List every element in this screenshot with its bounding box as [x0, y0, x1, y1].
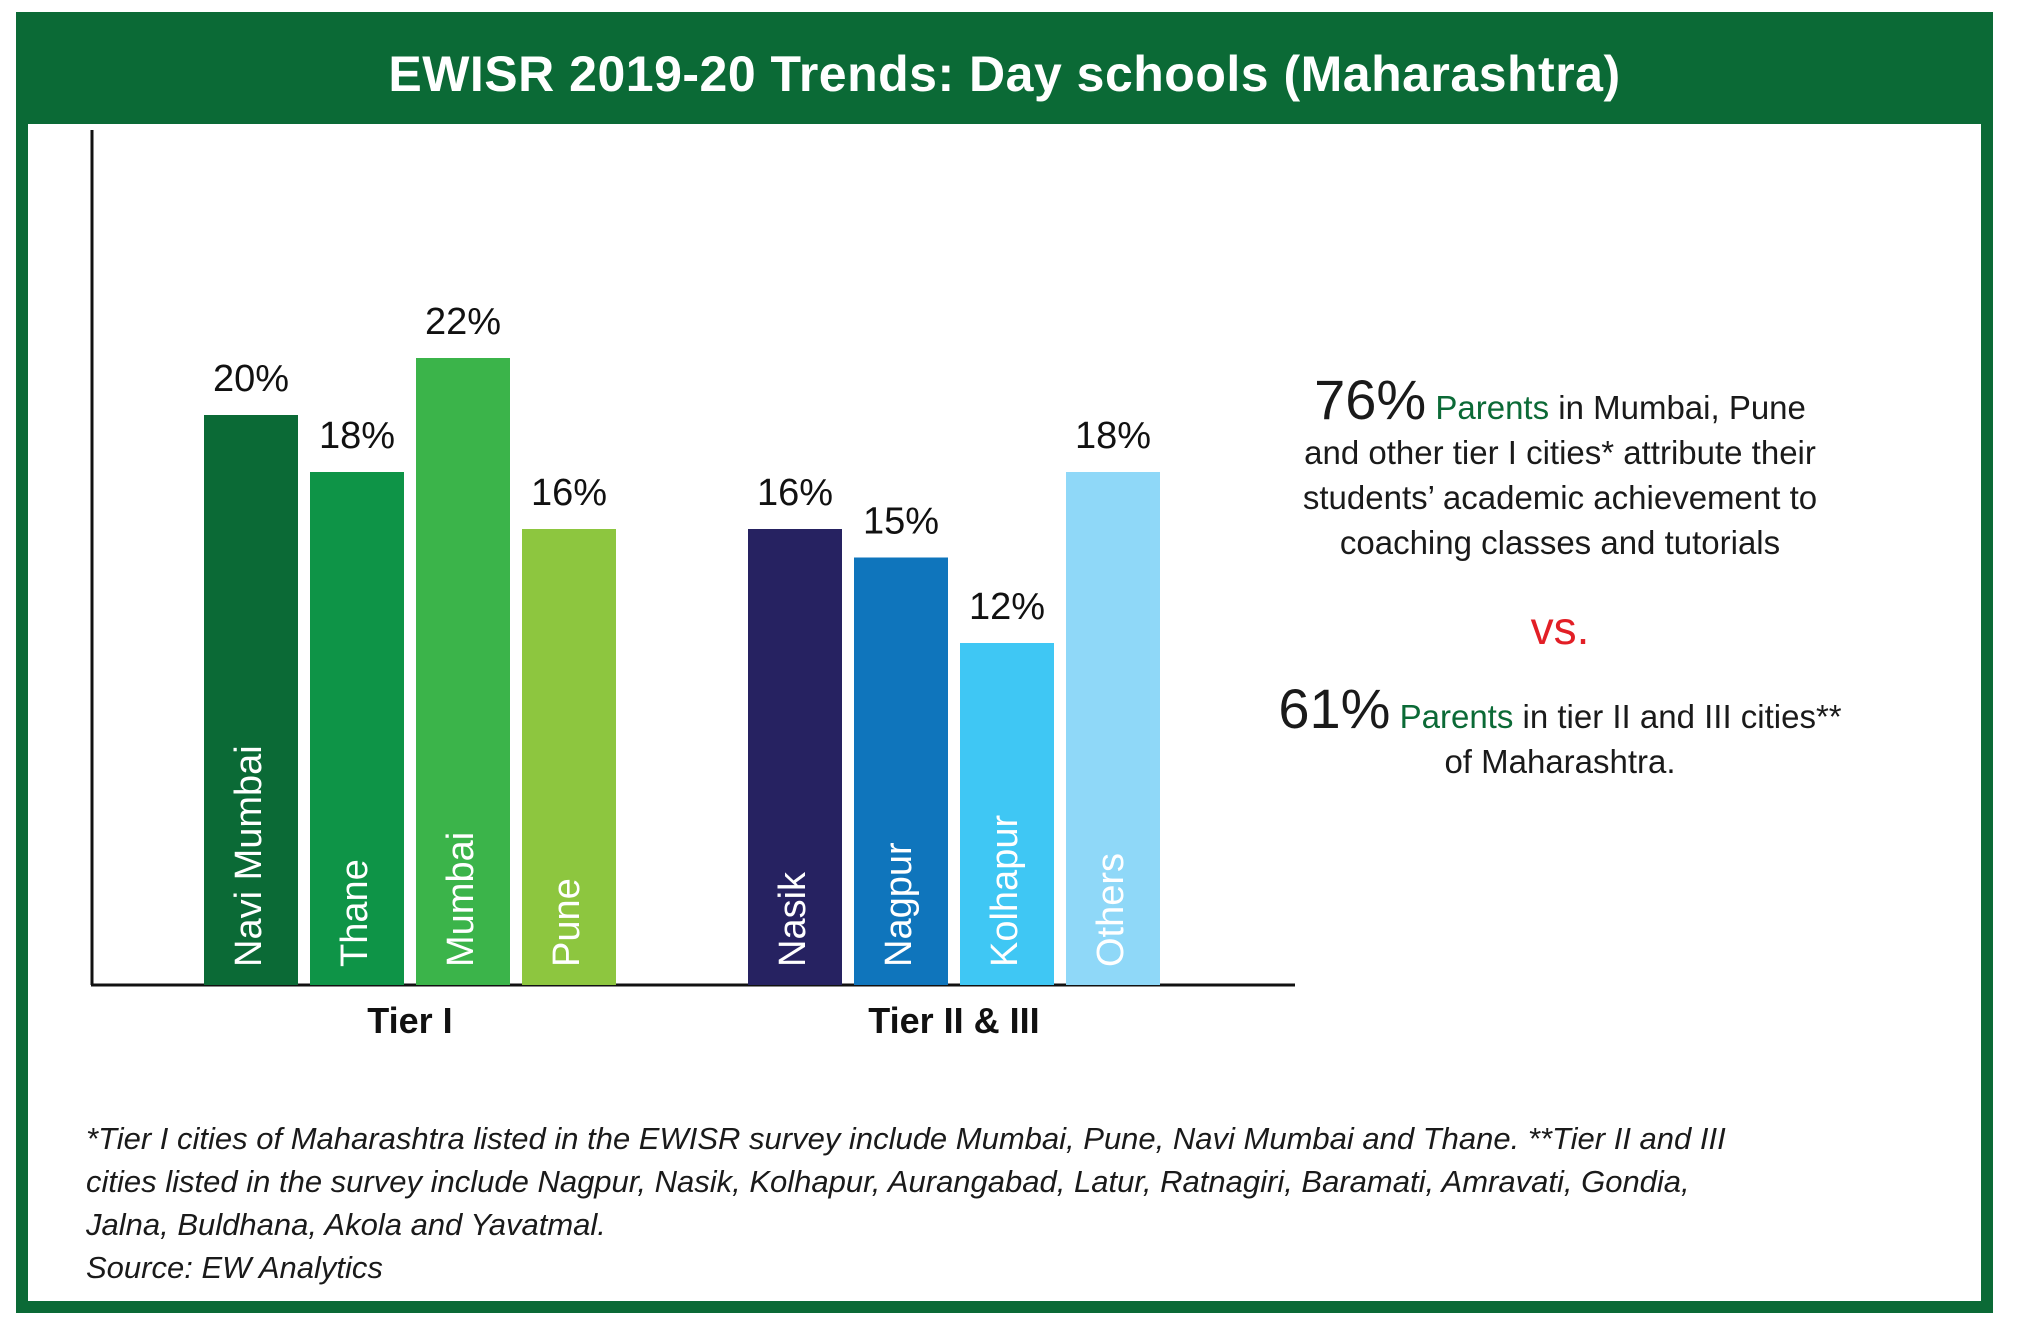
bar-category-label: Navi Mumbai: [228, 745, 270, 967]
data-label: 12%: [969, 586, 1045, 628]
tier1-text-line3: students’ academic achievement to: [1302, 479, 1818, 516]
bar-chart: 20% Navi Mumbai 18% Thane 22% Mumbai 16% Pune Ti…: [90, 130, 1295, 1041]
chart-title: EWISR 2019-20 Trends: Day schools (Mahar…: [388, 46, 1621, 102]
tier2-parents-word: Parents: [1399, 698, 1514, 735]
data-label: 16%: [531, 472, 607, 514]
data-label: 16%: [757, 472, 833, 514]
bar-nagpur: [854, 557, 948, 985]
bar-thane: [310, 472, 404, 985]
title-bar: EWISR 2019-20 Trends: Day schools (Mahar…: [28, 24, 1981, 124]
bar-category-label: Thane: [334, 859, 376, 967]
chart-labels: 20% Navi Mumbai 18% Thane 22% Mumbai 16% Pune Ti…: [213, 301, 1151, 1041]
bar-navi-mumbai: [204, 415, 298, 985]
chart-bars: [204, 358, 1160, 985]
bar-category-label: Nagpur: [878, 842, 920, 967]
tier2-text-line1: in tier II and III cities**: [1513, 698, 1842, 735]
tier1-text-line2: and other tier I cities* attribute their: [1304, 434, 1816, 471]
tier2-percent: 61%: [1278, 677, 1391, 740]
group-label: Tier I: [367, 1000, 452, 1041]
footnote-line: cities listed in the survey include Nagp…: [86, 1164, 1690, 1199]
bar-category-label: Nasik: [772, 871, 814, 967]
source-note: Source: EW Analytics: [86, 1250, 383, 1285]
bar-others: [1066, 472, 1160, 985]
bar-mumbai: [416, 358, 510, 985]
group-label: Tier II & III: [868, 1000, 1039, 1041]
tier1-statement: 76% Parents in Mumbai, Pune and other ti…: [1235, 372, 1885, 565]
footnote: *Tier I cities of Maharashtra listed in …: [86, 1117, 1966, 1289]
bar-category-label: Others: [1090, 853, 1132, 967]
tier1-parents-word: Parents: [1435, 389, 1550, 426]
tier1-text-line4: coaching classes and tutorials: [1339, 524, 1781, 561]
tier2-text-line2: of Maharashtra.: [1444, 743, 1676, 780]
bar-category-label: Mumbai: [440, 832, 482, 967]
footnote-line: *Tier I cities of Maharashtra listed in …: [86, 1121, 1726, 1156]
frame-border: EWISR 2019-20 Trends: Day schools (Mahar…: [16, 12, 1993, 1313]
tier1-percent: 76%: [1314, 368, 1427, 431]
footnote-line: Jalna, Buldhana, Akola and Yavatmal.: [86, 1207, 606, 1242]
data-label: 22%: [425, 301, 501, 343]
data-label: 15%: [863, 501, 939, 543]
vs-label: vs.: [1530, 602, 1590, 654]
bar-kolhapur: [960, 643, 1054, 985]
bar-category-label: Pune: [546, 878, 588, 967]
bar-pune: [522, 529, 616, 985]
data-label: 20%: [213, 358, 289, 400]
data-label: 18%: [1075, 415, 1151, 457]
tier2-statement: 61% Parents in tier II and III cities** …: [1235, 681, 1885, 784]
comparison-panel: 76% Parents in Mumbai, Pune and other ti…: [1235, 372, 1885, 784]
data-label: 18%: [319, 415, 395, 457]
bar-category-label: Kolhapur: [984, 815, 1026, 967]
tier1-text-line1: in Mumbai, Pune: [1549, 389, 1806, 426]
bar-nasik: [748, 529, 842, 985]
